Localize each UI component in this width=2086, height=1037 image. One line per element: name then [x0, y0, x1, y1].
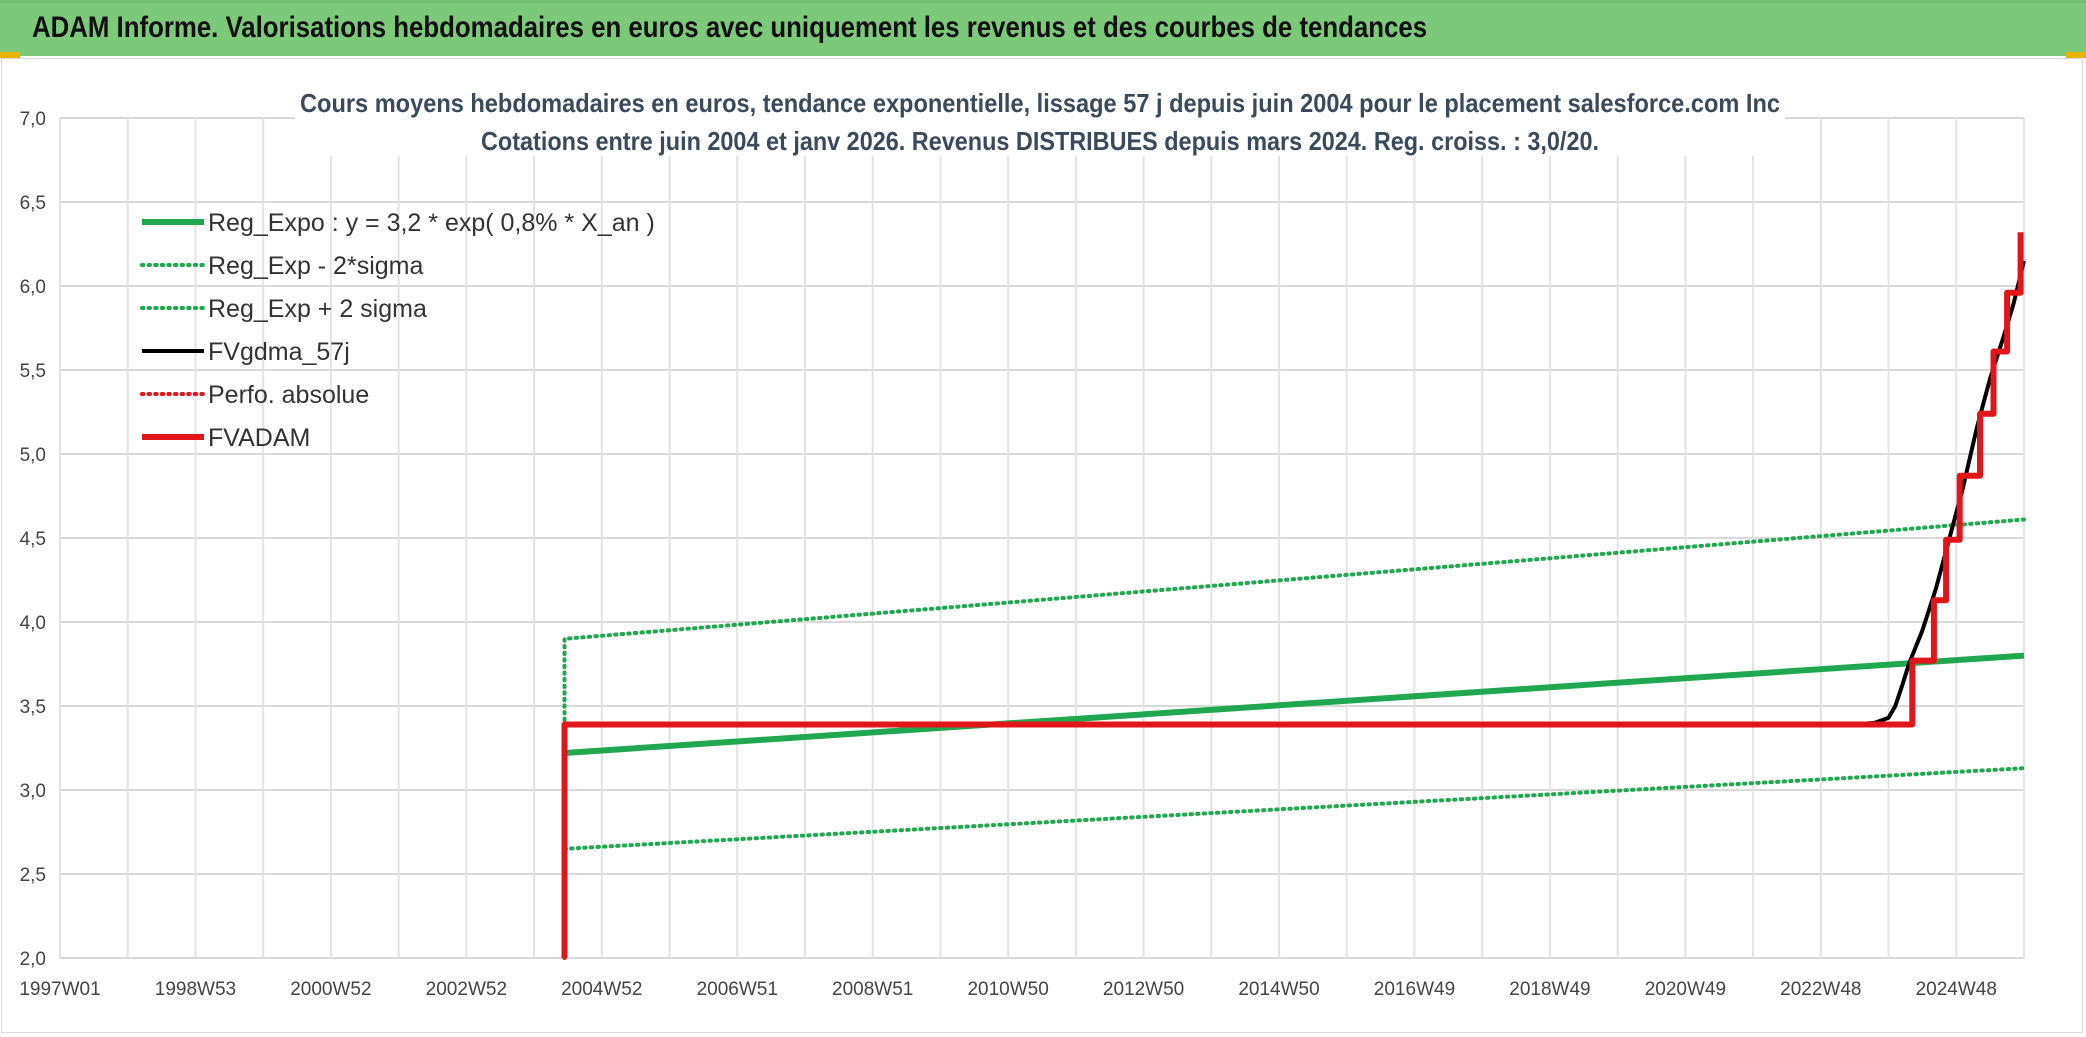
- series-layer: [561, 232, 2026, 960]
- series-line-2: [562, 766, 2026, 851]
- chart-subtitle: Cotations entre juin 2004 et janv 2026. …: [481, 126, 1599, 156]
- x-tick-label: 2024W48: [1916, 979, 1997, 1000]
- x-tick-label: 2000W52: [290, 979, 371, 1000]
- y-tick-label: 5,0: [20, 445, 46, 466]
- series-line-6: [561, 232, 2024, 958]
- series-line-3: [562, 517, 2026, 755]
- y-tick-label: 3,0: [20, 781, 46, 802]
- x-tick-label: 2018W49: [1509, 979, 1590, 1000]
- x-tick-label: 1997W01: [19, 979, 100, 1000]
- y-tick-label: 2,0: [20, 949, 46, 970]
- x-tick-label: 2012W50: [1103, 979, 1184, 1000]
- y-tick-label: 4,5: [20, 529, 46, 550]
- chart-title: Cours moyens hebdomadaires en euros, ten…: [300, 88, 1780, 118]
- grid-layer: [59, 117, 2025, 959]
- legend-label-3: Reg_Exp + 2 sigma: [208, 295, 427, 323]
- y-tick-label: 6,5: [20, 193, 46, 214]
- y-tick-label: 6,0: [20, 277, 46, 298]
- x-tick-label: 2016W49: [1374, 979, 1455, 1000]
- legend-label-4: FVgdma_57j: [208, 338, 350, 366]
- report-header: ADAM Informe. Valorisations hebdomadaire…: [0, 0, 2086, 56]
- x-tick-label: 2002W52: [426, 979, 507, 1000]
- x-tick-label: 2006W51: [697, 979, 778, 1000]
- y-tick-label: 5,5: [20, 361, 46, 382]
- x-tick-label: 2010W50: [967, 979, 1048, 1000]
- y-tick-label: 4,0: [20, 613, 46, 634]
- series-line-5: [562, 722, 1844, 960]
- x-tick-label: 2004W52: [561, 979, 642, 1000]
- legend-label-1: Reg_Expo : y = 3,2 * exp( 0,8% * X_an ): [208, 209, 655, 237]
- series-line-4: [564, 260, 2026, 727]
- axis-ticks-layer: 2,0 2,5 3,0 3,5 4,0 4,5 5,0 5,5 6,0 6,5 7,0 1997W01…: [19, 109, 1997, 1000]
- corner-marker-right: [2066, 52, 2086, 58]
- y-tick-label: 2,5: [20, 865, 46, 886]
- x-tick-label: 2020W49: [1645, 979, 1726, 1000]
- legend-label-5: Perfo. absolue: [208, 381, 369, 409]
- x-tick-label: 1998W53: [155, 979, 236, 1000]
- legend-label-6: FVADAM: [208, 424, 310, 452]
- x-tick-label: 2014W50: [1238, 979, 1319, 1000]
- y-tick-label: 7,0: [20, 109, 46, 130]
- series-line-1: [564, 652, 2025, 756]
- legend: Reg_Expo : y = 3,2 * exp( 0,8% * X_an ) R…: [140, 209, 655, 452]
- x-tick-label: 2022W48: [1780, 979, 1861, 1000]
- legend-label-2: Reg_Exp - 2*sigma: [208, 252, 423, 280]
- report-title: ADAM Informe. Valorisations hebdomadaire…: [32, 11, 1428, 44]
- y-tick-label: 3,5: [20, 697, 46, 718]
- title-background: [295, 84, 1785, 156]
- x-tick-label: 2008W51: [832, 979, 913, 1000]
- corner-marker-left: [0, 52, 20, 58]
- chart-frame: [1, 58, 2083, 1033]
